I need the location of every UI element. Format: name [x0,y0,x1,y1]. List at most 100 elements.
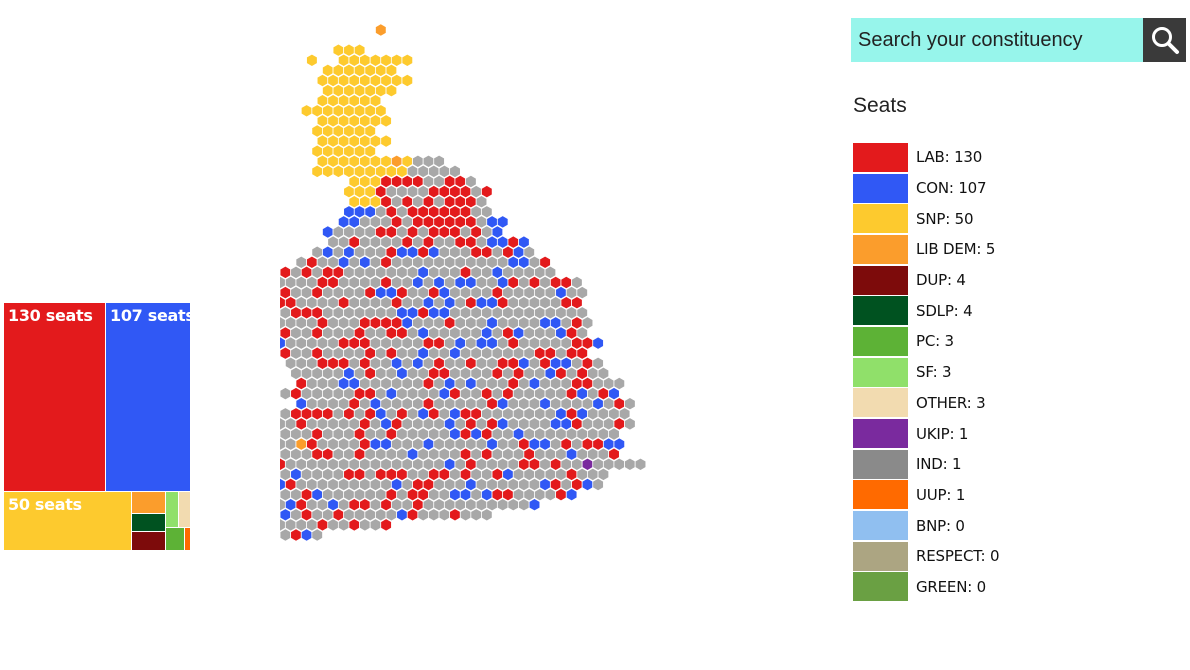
legend-item-con: CON: 107 [853,173,999,204]
constituency-hex[interactable] [576,326,588,340]
constituency-hex[interactable] [544,265,557,280]
search-input[interactable] [858,28,1138,52]
constituency-hex[interactable] [581,477,594,492]
constituency-hex[interactable] [507,498,520,512]
constituency-hex[interactable] [544,487,557,502]
constituency-hex[interactable] [290,528,302,542]
legend-label: IND: 1 [916,455,962,474]
legend-swatch [853,388,908,418]
constituency-hex[interactable] [300,528,313,542]
constituency-hex[interactable] [380,134,392,148]
constituency-hex[interactable] [311,528,323,542]
constituency-hex[interactable] [576,285,588,300]
constituency-hex[interactable] [608,386,620,401]
legend-label: SF: 3 [916,363,952,382]
constituency-hex[interactable] [359,518,371,532]
constituency-hex[interactable] [353,43,366,57]
constituency-hex[interactable] [571,275,583,290]
constituency-hex[interactable] [523,245,535,259]
constituency-hex[interactable] [465,174,477,189]
constituency-hex[interactable] [406,508,419,522]
constituency-hex[interactable] [597,366,610,381]
constituency-hex[interactable] [280,386,292,401]
constituency-hex[interactable] [608,427,620,441]
constituency-hex[interactable] [322,164,334,179]
search-button[interactable] [1143,18,1186,62]
constituency-hex[interactable] [428,508,440,522]
constituency-hex[interactable] [608,447,620,461]
constituency-hex[interactable] [417,508,429,522]
constituency-hex[interactable] [624,457,636,471]
constituency-hex[interactable] [449,508,461,522]
constituency-hex[interactable] [565,487,578,502]
search-box[interactable] [851,18,1143,62]
legend-swatch [853,234,908,264]
legend-label: UUP: 1 [916,485,966,504]
constituency-hex[interactable] [348,518,361,532]
constituency-hex[interactable] [592,336,604,350]
constituency-hex[interactable] [375,104,387,118]
constituency-hex[interactable] [592,477,604,492]
constituency-hex[interactable] [528,498,541,512]
constituency-hex[interactable] [369,518,382,532]
constituency-hex[interactable] [481,184,493,199]
constituency-hex[interactable] [380,114,392,128]
legend-item-green: GREEN: 0 [853,572,999,603]
constituency-hex[interactable] [481,205,493,219]
constituency-hex[interactable] [496,215,509,229]
constituency-hex[interactable] [613,457,626,471]
constituency-hex-map[interactable] [280,0,750,670]
constituency-hex[interactable] [300,104,313,118]
constituency-hex[interactable] [496,498,509,512]
constituency-hex[interactable] [380,518,392,532]
constituency-hex[interactable] [581,316,594,330]
constituency-hex[interactable] [592,356,604,370]
constituency-hex[interactable] [385,83,398,98]
constituency-hex[interactable] [396,508,408,522]
constituency-hex[interactable] [311,164,323,179]
constituency-hex[interactable] [401,53,414,67]
treemap-label: 50 seats [8,495,82,514]
constituency-hex[interactable] [438,508,451,522]
constituency-hex[interactable] [624,417,636,431]
legend-swatch [853,449,908,479]
constituency-hex[interactable] [576,346,588,360]
legend-label: LIB DEM: 5 [916,240,996,259]
constituency-hex[interactable] [555,487,567,502]
constituency-hex[interactable] [337,518,350,532]
constituency-hex[interactable] [597,467,610,482]
constituency-hex[interactable] [470,508,482,522]
constituency-hex[interactable] [518,235,530,249]
constituency-hex[interactable] [375,23,387,37]
constituency-hex[interactable] [539,255,551,269]
constituency-hex[interactable] [449,164,461,179]
constituency-hex[interactable] [306,53,318,67]
treemap-cell-sf [166,492,178,527]
constituency-hex[interactable] [327,518,339,532]
constituency-hex[interactable] [613,437,626,451]
constituency-hex[interactable] [475,195,488,209]
constituency-hex[interactable] [624,397,636,411]
constituency-hex[interactable] [364,144,376,158]
constituency-hex[interactable] [613,376,626,391]
constituency-hex[interactable] [634,457,647,471]
constituency-hex[interactable] [518,498,530,512]
constituency-hex[interactable] [332,164,345,179]
constituency-hex[interactable] [459,508,472,522]
constituency-hex[interactable] [364,124,376,138]
constituency-hex[interactable] [491,225,504,239]
legend-label: PC: 3 [916,332,954,351]
legend-label: OTHER: 3 [916,393,986,412]
legend-item-sf: SF: 3 [853,357,999,388]
legend-item-other: OTHER: 3 [853,388,999,419]
constituency-hex[interactable] [369,94,382,108]
legend-label: DUP: 4 [916,271,966,290]
constituency-hex[interactable] [280,528,292,542]
constituency-hex[interactable] [576,306,588,320]
constituency-hex[interactable] [618,407,631,421]
constituency-hex[interactable] [385,63,398,78]
constituency-hex[interactable] [401,73,414,88]
constituency-hex[interactable] [571,296,583,310]
constituency-hex[interactable] [481,508,493,522]
constituency-hex[interactable] [433,154,445,168]
